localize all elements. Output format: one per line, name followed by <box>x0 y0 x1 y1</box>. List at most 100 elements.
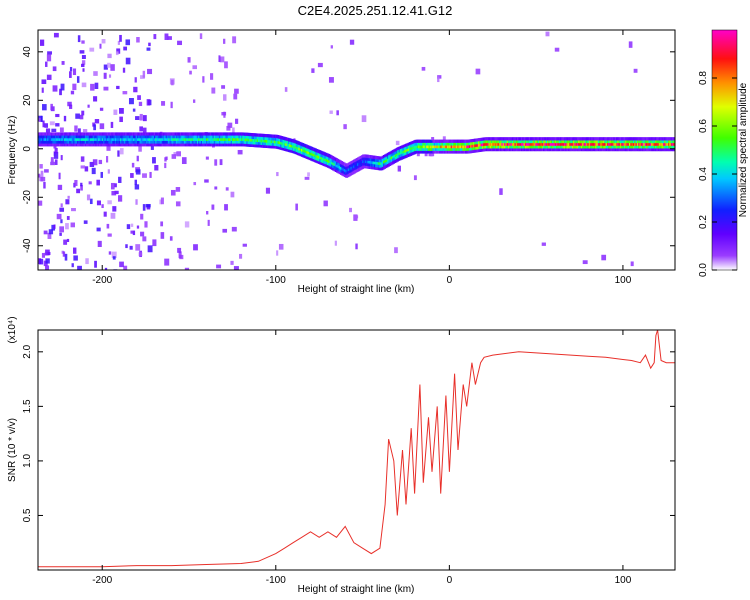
heatmap-cell <box>334 240 337 246</box>
heatmap-cell <box>38 200 43 206</box>
snr-y-axis: 0.5 1.0 1.5 2.0 <box>22 344 675 522</box>
heatmap-cell <box>119 116 123 123</box>
heatmap-cell <box>70 222 75 228</box>
heatmap-cell <box>355 243 358 250</box>
heatmap-cell <box>45 249 50 256</box>
heatmap-cell <box>219 56 225 63</box>
heatmap-cell <box>39 164 43 169</box>
heatmap-cell <box>42 120 45 128</box>
colorbar-label: Normalized spectral amplitude <box>738 82 749 217</box>
colorbar: 0.0 0.2 0.4 0.6 0.8 Normalized spectral ampl… <box>698 29 749 277</box>
heatmap-cell <box>437 76 440 83</box>
heatmap-cell <box>83 220 88 224</box>
heatmap-cell <box>107 169 110 174</box>
heatmap-cell <box>153 34 157 40</box>
heatmap-cell <box>148 42 151 47</box>
heatmap-cell <box>673 147 675 152</box>
heatmap-cell <box>139 126 143 132</box>
heatmap-cell <box>60 83 65 91</box>
heatmap-cell <box>138 101 143 107</box>
heatmap-cell <box>74 179 78 187</box>
heatmap-cell <box>276 250 279 256</box>
heatmap-cell <box>52 85 58 92</box>
heatmap-cell <box>103 86 109 91</box>
heatmap-cell <box>160 232 165 239</box>
heatmap-cell <box>230 191 235 198</box>
heatmap-cell <box>93 71 98 76</box>
heatmap-cell <box>630 261 634 267</box>
heatmap-cell <box>62 251 66 257</box>
heatmap-cell <box>265 187 271 194</box>
y-tick-label: -20 <box>22 190 33 205</box>
heatmap-cell <box>50 157 54 162</box>
heatmap-cell <box>129 245 133 250</box>
heatmap-cell <box>80 184 83 191</box>
heatmap-cell <box>125 39 131 46</box>
heatmap-cell <box>53 224 56 229</box>
heatmap-cell <box>99 123 105 130</box>
heatmap-cell <box>119 108 124 114</box>
heatmap-cell <box>673 137 675 141</box>
heatmap-cell <box>295 203 298 211</box>
heatmap-cell <box>205 156 209 160</box>
heatmap-cell <box>328 77 334 83</box>
heatmap-cell <box>633 68 638 73</box>
heatmap-cell <box>40 115 43 123</box>
heatmap-cell <box>47 232 52 239</box>
heatmap-cell <box>178 251 182 259</box>
heatmap-cell <box>146 99 151 106</box>
heatmap-cell <box>431 137 435 141</box>
heatmap-cell <box>171 79 174 86</box>
heatmap-cell <box>146 47 151 51</box>
heatmap-cell <box>63 115 67 122</box>
heatmap-cell <box>122 67 126 73</box>
heatmap-cell <box>125 244 128 249</box>
heatmap-cell <box>59 207 65 212</box>
heatmap-cell <box>64 253 68 261</box>
heatmap-cell <box>214 159 218 166</box>
heatmap-cell <box>96 200 101 206</box>
heatmap-cell <box>237 149 243 155</box>
heatmap-cell <box>81 60 86 65</box>
heatmap-cell <box>59 88 62 96</box>
heatmap-cell <box>235 118 239 124</box>
heatmap-cell <box>125 57 131 65</box>
heatmap-cell <box>206 211 209 215</box>
heatmap-cell <box>307 172 310 177</box>
heatmap-cell <box>142 115 147 122</box>
figure-title: C2E4.2025.251.12.41.G12 <box>298 3 453 18</box>
heatmap-cell <box>81 110 85 116</box>
heatmap-cell <box>73 255 78 261</box>
heatmap-cell <box>39 39 45 46</box>
heatmap-cell <box>59 127 64 133</box>
heatmap-cell <box>189 70 192 75</box>
heatmap-cell <box>60 203 63 208</box>
heatmap-cell <box>353 215 359 219</box>
heatmap-cell <box>59 232 62 236</box>
spectrogram-frame <box>37 29 676 271</box>
heatmap-cell <box>541 242 546 246</box>
heatmap-cell <box>41 87 44 93</box>
heatmap-cell <box>161 101 166 106</box>
heatmap-cell <box>73 247 77 254</box>
heatmap-cell <box>80 156 85 162</box>
heatmap-cell <box>233 93 238 100</box>
heatmap-cell <box>150 143 154 150</box>
heatmap-cell <box>65 223 69 230</box>
heatmap-cell <box>110 121 114 128</box>
heatmap-cell <box>117 40 121 45</box>
heatmap-cell <box>221 85 226 89</box>
heatmap-cell <box>57 184 63 190</box>
heatmap-cell <box>224 204 228 211</box>
heatmap-cell <box>87 104 90 108</box>
heatmap-cell <box>164 258 170 266</box>
heatmap-cell <box>96 227 101 232</box>
heatmap-cell <box>349 39 355 45</box>
heatmap-cell <box>81 82 87 88</box>
heatmap-cell <box>116 48 121 54</box>
heatmap-cell <box>60 219 63 224</box>
heatmap-cell <box>123 265 128 270</box>
heatmap-cell <box>77 35 81 43</box>
heatmap-cell <box>142 70 146 78</box>
heatmap-cell <box>59 226 65 233</box>
